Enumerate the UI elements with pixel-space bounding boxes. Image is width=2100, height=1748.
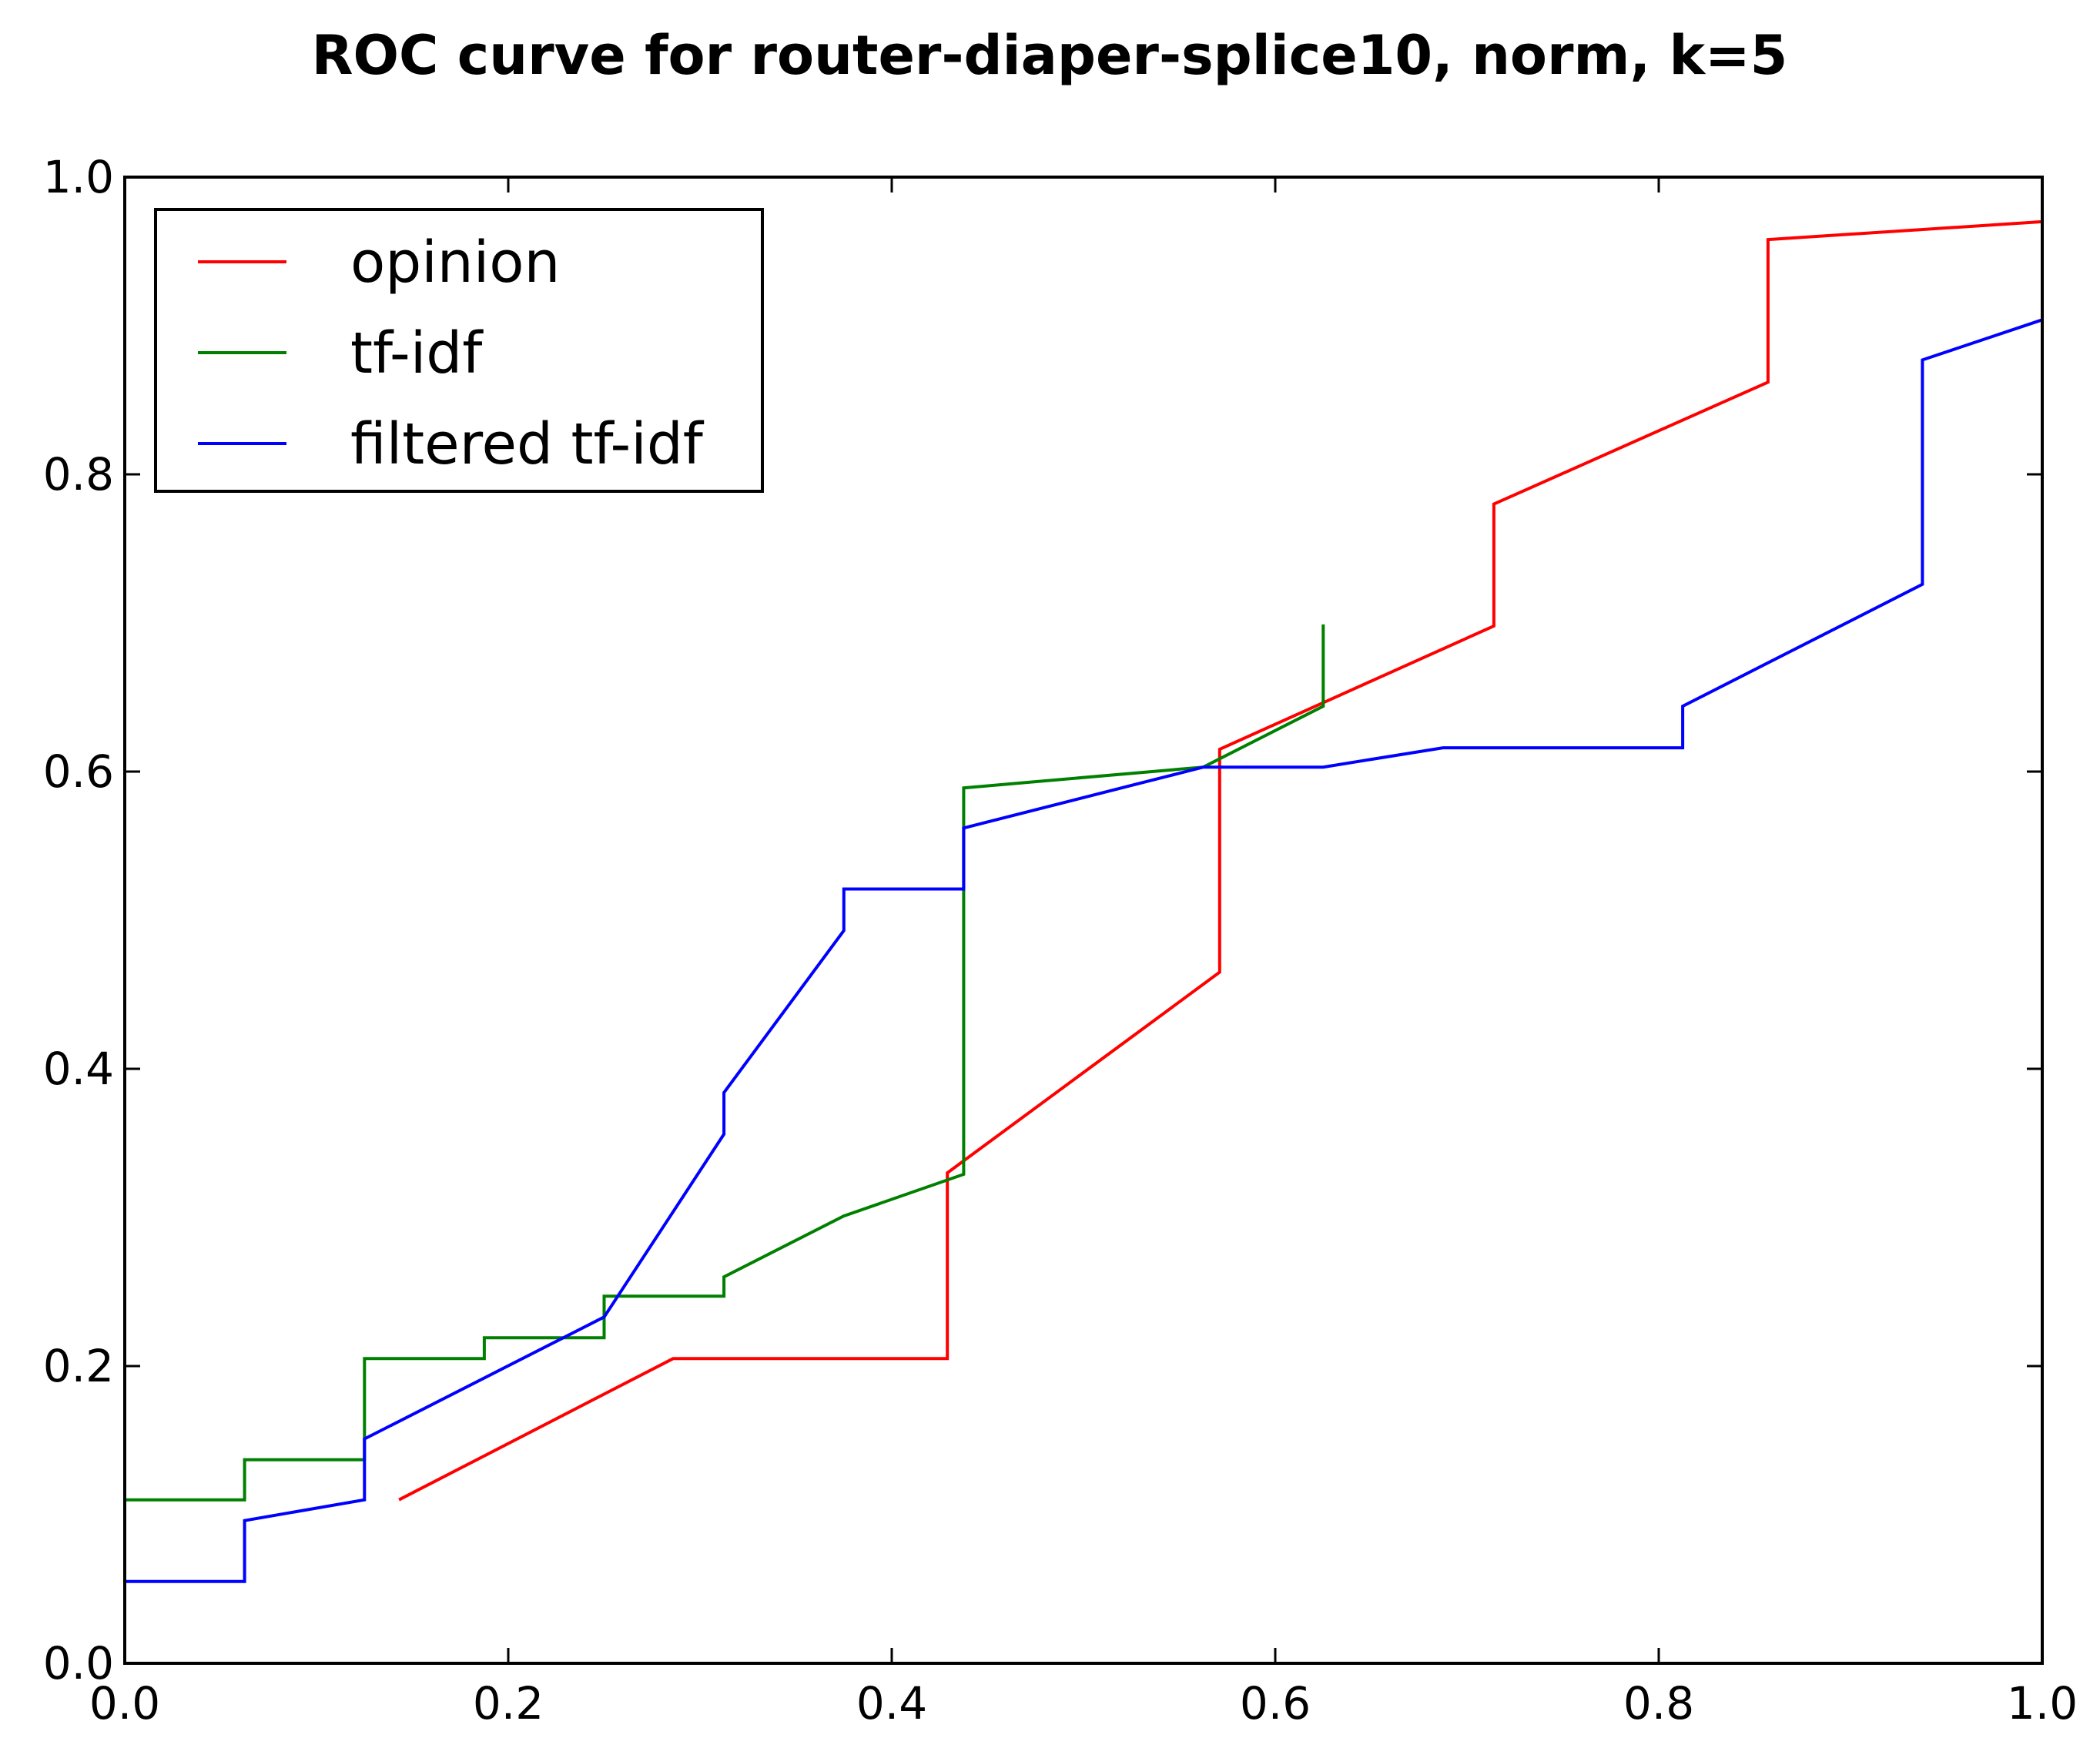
- y-tick-label: 0.0: [43, 1637, 114, 1689]
- legend-label-opinion: opinion: [350, 229, 560, 296]
- legend-label-tf-idf: tf-idf: [350, 320, 484, 387]
- y-tick-label: 0.8: [43, 448, 114, 501]
- x-tick-label: 0.4: [856, 1677, 927, 1730]
- series-line-filtered-tf-idf: [125, 318, 2043, 1583]
- x-tick-label: 0.6: [1240, 1677, 1311, 1730]
- series-line-opinion: [398, 219, 2043, 1502]
- plot-frame: [123, 176, 2044, 1665]
- series-line-tf-idf: [125, 624, 1325, 1502]
- y-tick-label: 0.6: [43, 745, 114, 798]
- chart-title: ROC curve for router-diaper-splice10, no…: [312, 24, 1788, 87]
- axes-layer: 0.0 0.2 0.4 0.6 0.8 1.0 0.0 0.2 0.4 0.6 0.8 1.0: [43, 151, 2078, 1730]
- x-tick-label: 0.8: [1623, 1677, 1694, 1730]
- y-tick-label: 0.2: [43, 1340, 114, 1392]
- series-layer: [125, 219, 2043, 1583]
- x-tick-label: 1.0: [2007, 1677, 2078, 1730]
- y-tick-label: 1.0: [43, 151, 114, 203]
- legend-label-filtered-tf-idf: filtered tf-idf: [350, 411, 705, 477]
- y-tick-label: 0.4: [43, 1043, 114, 1095]
- x-tick-label: 0.2: [473, 1677, 544, 1730]
- x-tick-label: 0.0: [89, 1677, 160, 1730]
- legend: opinion tf-idf filtered tf-idf: [154, 208, 764, 493]
